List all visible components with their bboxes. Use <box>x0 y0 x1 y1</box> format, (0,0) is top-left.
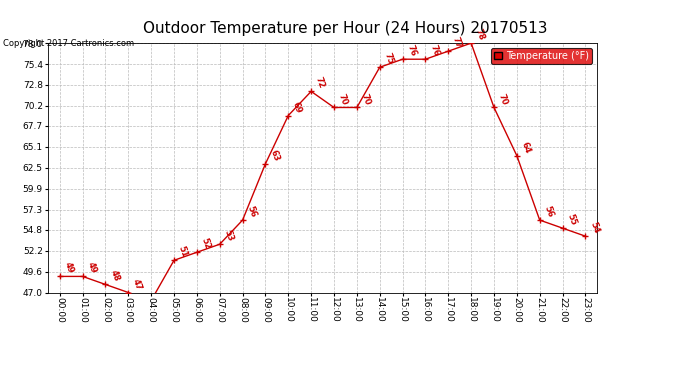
Text: 51: 51 <box>177 245 189 259</box>
Text: 46: 46 <box>0 374 1 375</box>
Text: 77: 77 <box>451 36 464 50</box>
Text: 47: 47 <box>131 277 144 291</box>
Text: Outdoor Temperature per Hour (24 Hours) 20170513: Outdoor Temperature per Hour (24 Hours) … <box>143 21 547 36</box>
Text: 70: 70 <box>337 92 349 106</box>
Text: 55: 55 <box>565 213 578 227</box>
Text: 70: 70 <box>359 92 372 106</box>
Text: 52: 52 <box>199 237 212 251</box>
Text: 76: 76 <box>405 44 417 58</box>
Text: 78: 78 <box>474 28 486 42</box>
Text: 48: 48 <box>108 269 121 283</box>
Text: 56: 56 <box>246 205 258 219</box>
Text: 56: 56 <box>542 205 555 219</box>
Text: 64: 64 <box>520 140 532 154</box>
Text: 53: 53 <box>222 229 235 243</box>
Text: 69: 69 <box>291 100 304 114</box>
Text: 49: 49 <box>63 261 75 275</box>
Text: Copyright 2017 Cartronics.com: Copyright 2017 Cartronics.com <box>3 39 135 48</box>
Text: 49: 49 <box>86 261 98 275</box>
Text: 76: 76 <box>428 44 441 58</box>
Text: 75: 75 <box>382 52 395 66</box>
Text: 72: 72 <box>314 76 326 90</box>
Text: 70: 70 <box>497 92 509 106</box>
Text: 54: 54 <box>588 220 601 235</box>
Legend: Temperature (°F): Temperature (°F) <box>491 48 592 64</box>
Text: 63: 63 <box>268 148 281 162</box>
